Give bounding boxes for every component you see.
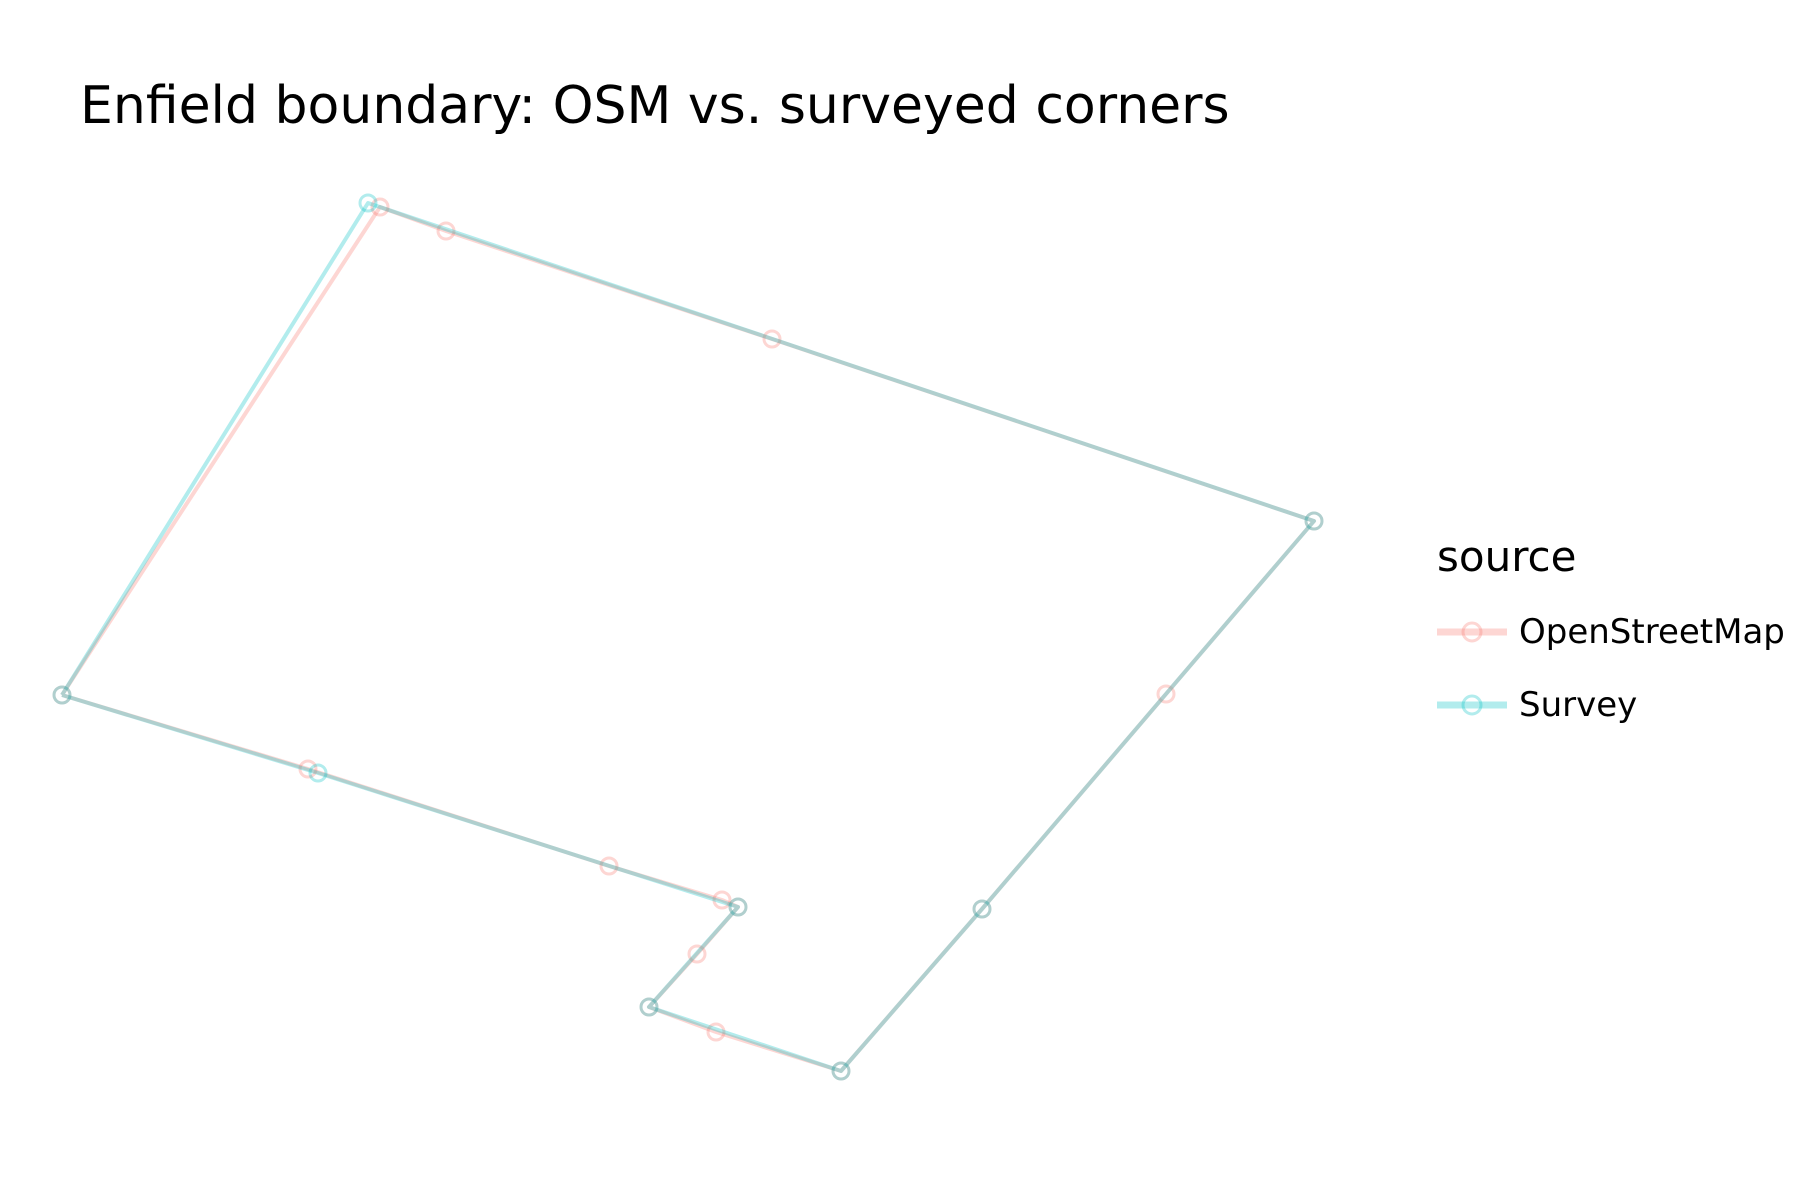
vertex-point-openstreetmap bbox=[831, 1061, 851, 1081]
vertex-point-survey bbox=[52, 685, 72, 705]
vertex-point-openstreetmap bbox=[599, 856, 619, 876]
vertex-point-survey bbox=[728, 897, 748, 917]
series-line-openstreetmap bbox=[60, 205, 1316, 1073]
legend-key-survey bbox=[1437, 694, 1507, 715]
vertex-point-openstreetmap bbox=[298, 759, 318, 779]
vertex-point-survey bbox=[308, 763, 328, 783]
vertex-point-survey bbox=[972, 899, 992, 919]
chart-title: Enfield boundary: OSM vs. surveyed corne… bbox=[80, 76, 1230, 136]
vertex-point-openstreetmap bbox=[370, 197, 390, 217]
series-line-survey bbox=[60, 201, 1316, 1073]
vertex-point-openstreetmap bbox=[639, 997, 659, 1017]
vertex-point-openstreetmap bbox=[1156, 684, 1176, 704]
legend-item-openstreetmap: OpenStreetMap bbox=[1437, 595, 1785, 668]
vertex-point-survey bbox=[831, 1061, 851, 1081]
vertex-point-survey bbox=[1304, 511, 1324, 531]
legend-label-survey: Survey bbox=[1519, 684, 1638, 725]
vertex-point-openstreetmap bbox=[762, 329, 782, 349]
vertex-point-openstreetmap bbox=[687, 944, 707, 964]
legend-title: source bbox=[1437, 532, 1577, 581]
vertex-point-openstreetmap bbox=[52, 685, 72, 705]
vertex-point-openstreetmap bbox=[728, 897, 748, 917]
vertex-point-openstreetmap bbox=[436, 221, 456, 241]
legend: source OpenStreetMap Survey bbox=[1437, 532, 1785, 741]
legend-key-openstreetmap bbox=[1437, 621, 1507, 642]
vertex-point-openstreetmap bbox=[972, 899, 992, 919]
vertex-point-survey bbox=[639, 997, 659, 1017]
legend-label-openstreetmap: OpenStreetMap bbox=[1519, 611, 1785, 652]
legend-item-survey: Survey bbox=[1437, 668, 1785, 741]
vertex-point-openstreetmap bbox=[712, 890, 732, 910]
vertex-point-survey bbox=[358, 193, 378, 213]
vertex-point-openstreetmap bbox=[1304, 511, 1324, 531]
vertex-point-openstreetmap bbox=[706, 1022, 726, 1042]
